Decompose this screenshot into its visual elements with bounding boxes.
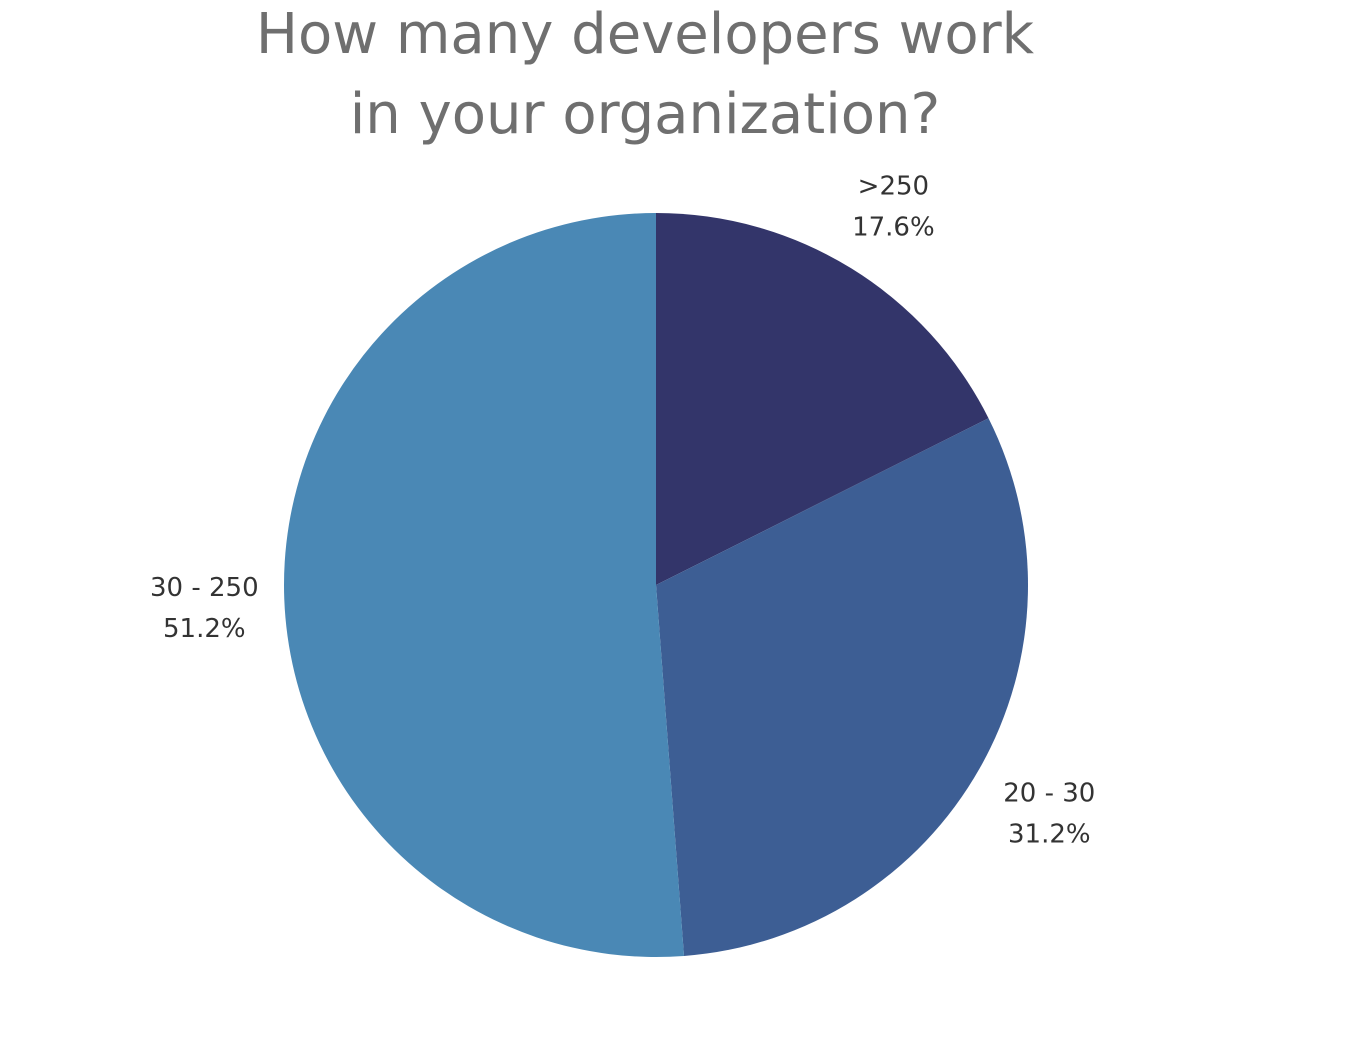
slice-percent-label: 51.2%: [163, 614, 246, 644]
slice-percent-label: 31.2%: [1008, 820, 1091, 850]
pie-slices: [284, 213, 1028, 957]
chart-title-line-1: How many developers work: [256, 2, 1035, 67]
pie-slice-2: [284, 213, 685, 957]
slice-category-label: 30 - 250: [150, 573, 259, 603]
chart-title-line-2: in your organization?: [350, 82, 941, 147]
slice-category-label: 20 - 30: [1003, 779, 1095, 809]
slice-category-label: >250: [858, 171, 929, 201]
pie-slice-0: [656, 213, 989, 585]
pie-slice-1: [656, 418, 1028, 956]
slice-percent-label: 17.6%: [852, 212, 935, 242]
pie-labels: >250 17.6% 20 - 30 31.2% 30 - 250 51.2%: [150, 171, 1095, 849]
